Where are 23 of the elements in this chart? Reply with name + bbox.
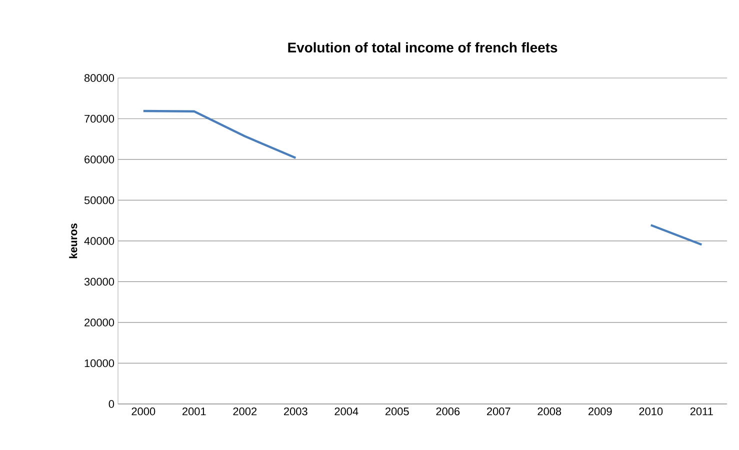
y-tick-label: 70000 bbox=[84, 114, 114, 123]
x-tick-label: 2011 bbox=[690, 408, 713, 416]
x-tick-label: 2005 bbox=[385, 408, 409, 416]
y-tick-label: 30000 bbox=[84, 278, 114, 286]
y-tick-label: 50000 bbox=[84, 196, 114, 204]
x-tick-label: 2006 bbox=[436, 408, 460, 416]
y-tick-label: 80000 bbox=[84, 74, 114, 82]
x-tick-label: 2010 bbox=[639, 408, 663, 416]
y-tick-label: 40000 bbox=[84, 237, 114, 245]
chart-title: Evolution of total income of french fleets bbox=[288, 42, 558, 52]
x-tick-label: 2003 bbox=[284, 408, 308, 416]
y-tick-label: 60000 bbox=[84, 156, 114, 164]
x-tick-label: 2004 bbox=[334, 408, 358, 416]
x-tick-label: 2009 bbox=[588, 408, 612, 416]
x-tick-label: 2007 bbox=[486, 408, 510, 416]
y-tick-label: 0 bbox=[108, 400, 114, 408]
y-axis-title: keuros bbox=[69, 223, 78, 258]
y-tick-label: 10000 bbox=[84, 359, 114, 368]
y-tick-label: 20000 bbox=[84, 318, 114, 326]
x-tick-label: 2002 bbox=[233, 408, 257, 416]
x-tick-label: 2000 bbox=[132, 408, 156, 416]
x-tick-label: 2001 bbox=[182, 408, 206, 416]
x-tick-label: 2008 bbox=[538, 408, 562, 416]
